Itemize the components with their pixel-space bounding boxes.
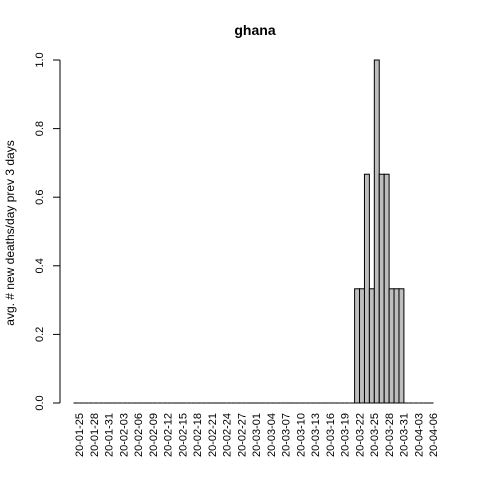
x-tick-label: 20-03-31 [399,413,411,457]
bar-20-03-25 [368,288,375,404]
chart-title: ghana [234,22,275,38]
x-tick-label: 20-02-06 [133,413,145,457]
x-tick-label: 20-03-19 [340,413,352,457]
bar-20-03-31 [398,288,405,404]
x-tick-label: 20-02-27 [236,413,248,457]
x-tick-label: 20-03-16 [325,413,337,457]
bar-20-03-29 [388,288,395,404]
x-tick-label: 20-01-25 [74,413,86,457]
x-tick-label: 20-03-13 [310,413,322,457]
y-axis: 0.0 0.2 0.4 0.6 0.8 1.0 [34,52,61,411]
y-tick-label: 0.2 [34,327,46,342]
x-tick-label: 20-02-15 [177,413,189,457]
x-tick-label: 20-03-25 [369,413,381,457]
x-tick-label: 20-04-06 [428,413,440,457]
y-tick-label: 0.0 [34,395,46,410]
bar-20-03-28 [383,173,390,404]
y-tick-label: 0.4 [34,258,46,273]
x-axis: 20-01-25 20-01-28 20-01-31 20-02-03 20-02-06… [74,413,440,457]
y-tick-label: 0.8 [34,121,46,136]
bar-20-03-30 [393,288,400,404]
x-tick-label: 20-02-18 [192,413,204,457]
bar-20-03-24 [363,173,370,404]
x-tick-label: 20-03-01 [251,413,263,457]
bar-series [73,59,434,404]
x-tick-label: 20-04-03 [413,413,425,457]
x-tick-label: 20-01-31 [104,413,116,457]
bar-20-03-22 [354,288,361,404]
x-tick-label: 20-03-28 [384,413,396,457]
x-tick-label: 20-02-24 [222,413,234,457]
x-tick-label: 20-03-07 [281,413,293,457]
x-tick-label: 20-02-09 [148,413,160,457]
y-axis-label: avg. # new deaths/day prev 3 days [3,140,17,325]
x-tick-label: 20-02-12 [163,413,175,457]
x-tick-label: 20-03-22 [354,413,366,457]
bar-20-03-27 [378,173,385,404]
bar-20-03-23 [359,288,365,404]
x-tick-label: 20-03-04 [266,413,278,457]
y-tick-label: 1.0 [34,52,46,67]
x-tick-label: 20-03-10 [295,413,307,457]
x-tick-label: 20-01-28 [89,413,101,457]
bar-20-03-26 [373,59,380,404]
y-tick-label: 0.6 [34,190,46,205]
x-tick-label: 20-02-21 [207,413,219,457]
x-tick-label: 20-02-03 [118,413,130,457]
